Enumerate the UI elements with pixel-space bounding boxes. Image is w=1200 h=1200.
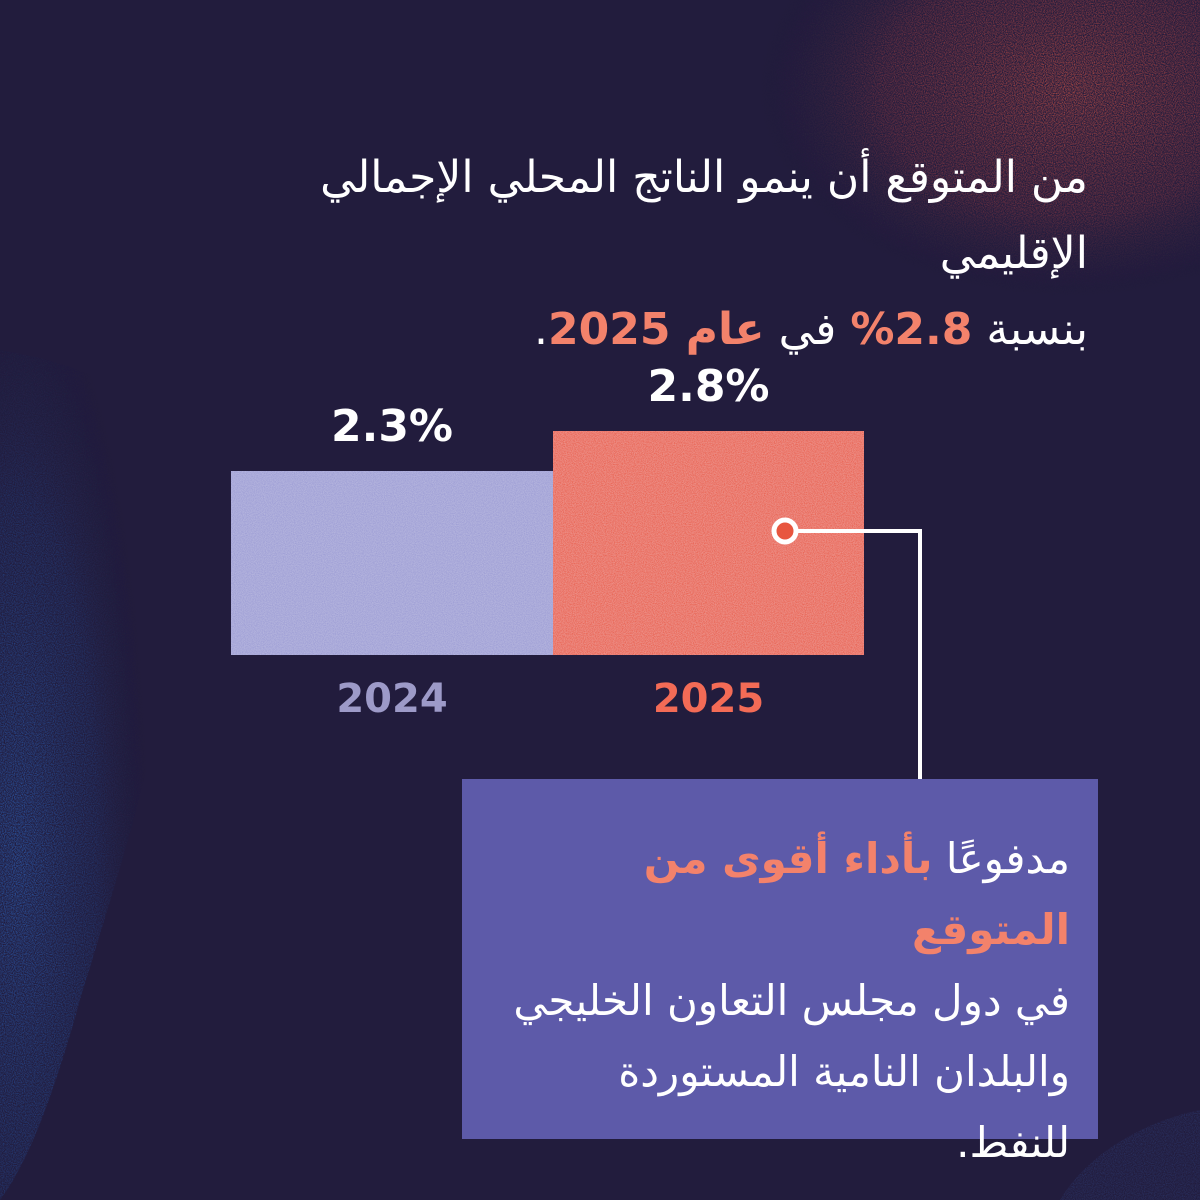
headline-percent: 2.8% bbox=[850, 304, 973, 355]
connector-dot-icon bbox=[771, 517, 799, 545]
callout-line-4: للنفط. bbox=[956, 1118, 1070, 1167]
headline-in: في bbox=[764, 304, 851, 355]
orange-blob-shape bbox=[677, 0, 1200, 352]
callout-box: مدفوعًا بأداء أقوى من المتوقع في دول مجل… bbox=[462, 779, 1098, 1167]
headline: من المتوقع أن ينمو الناتج المحلي الإجمال… bbox=[188, 140, 1088, 368]
headline-line-1: من المتوقع أن ينمو الناتج المحلي الإجمال… bbox=[320, 152, 1088, 279]
category-label-2025: 2025 bbox=[653, 676, 764, 722]
callout-line-3: والبلدان النامية المستوردة bbox=[618, 1047, 1070, 1096]
bar-2025 bbox=[553, 431, 864, 655]
callout-line-1: مدفوعًا بأداء أقوى من المتوقع bbox=[490, 823, 1070, 965]
headline-prefix: بنسبة bbox=[972, 304, 1088, 355]
category-label-2024: 2024 bbox=[336, 676, 447, 722]
value-label-2024: 2.3% bbox=[331, 401, 453, 452]
callout-connector bbox=[771, 517, 922, 779]
headline-period: . bbox=[534, 304, 548, 355]
callout-line-2: في دول مجلس التعاون الخليجي bbox=[513, 976, 1070, 1025]
headline-line-2: بنسبة 2.8% في عام 2025. bbox=[188, 292, 1088, 368]
blue-blob-shape bbox=[0, 350, 187, 1200]
value-label-2025: 2.8% bbox=[647, 361, 769, 412]
bar-2024 bbox=[231, 471, 553, 655]
headline-year: عام 2025 bbox=[548, 304, 765, 355]
connector-line bbox=[785, 529, 922, 779]
callout-line-1-prefix: مدفوعًا bbox=[932, 834, 1070, 883]
callout-highlight: بأداء أقوى من المتوقع bbox=[643, 834, 1070, 954]
blue-dots-bottom-right bbox=[1060, 1110, 1200, 1200]
